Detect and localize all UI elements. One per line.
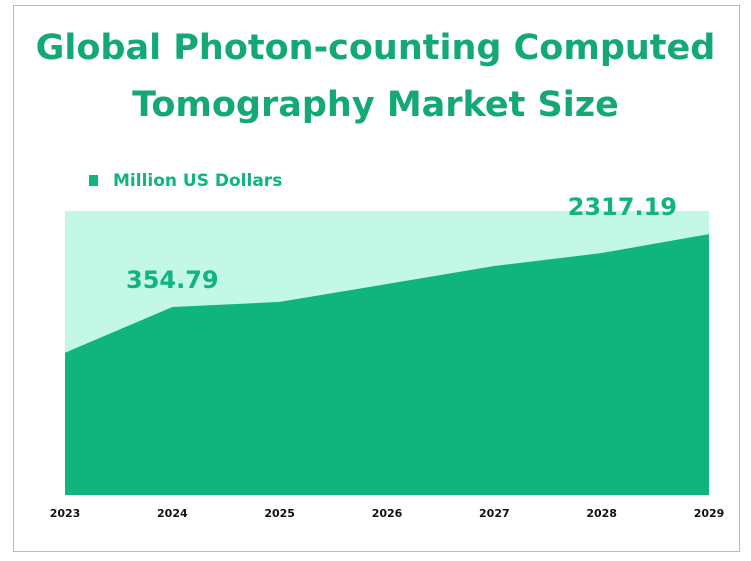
x-tick-label: 2028 [586,507,617,520]
x-tick-label: 2025 [264,507,295,520]
legend-swatch [89,175,98,186]
x-tick-label: 2026 [372,507,403,520]
x-tick-label: 2024 [157,507,188,520]
frame [13,5,740,552]
data-label: 354.79 [126,266,219,294]
x-tick-label: 2029 [694,507,725,520]
x-tick-label: 2023 [50,507,81,520]
legend-label: Million US Dollars [113,171,282,191]
data-label: 2317.19 [568,193,677,221]
chart-title: Global Photon-counting Computed Tomograp… [35,28,716,125]
x-tick-label: 2027 [479,507,510,520]
area [65,234,709,495]
